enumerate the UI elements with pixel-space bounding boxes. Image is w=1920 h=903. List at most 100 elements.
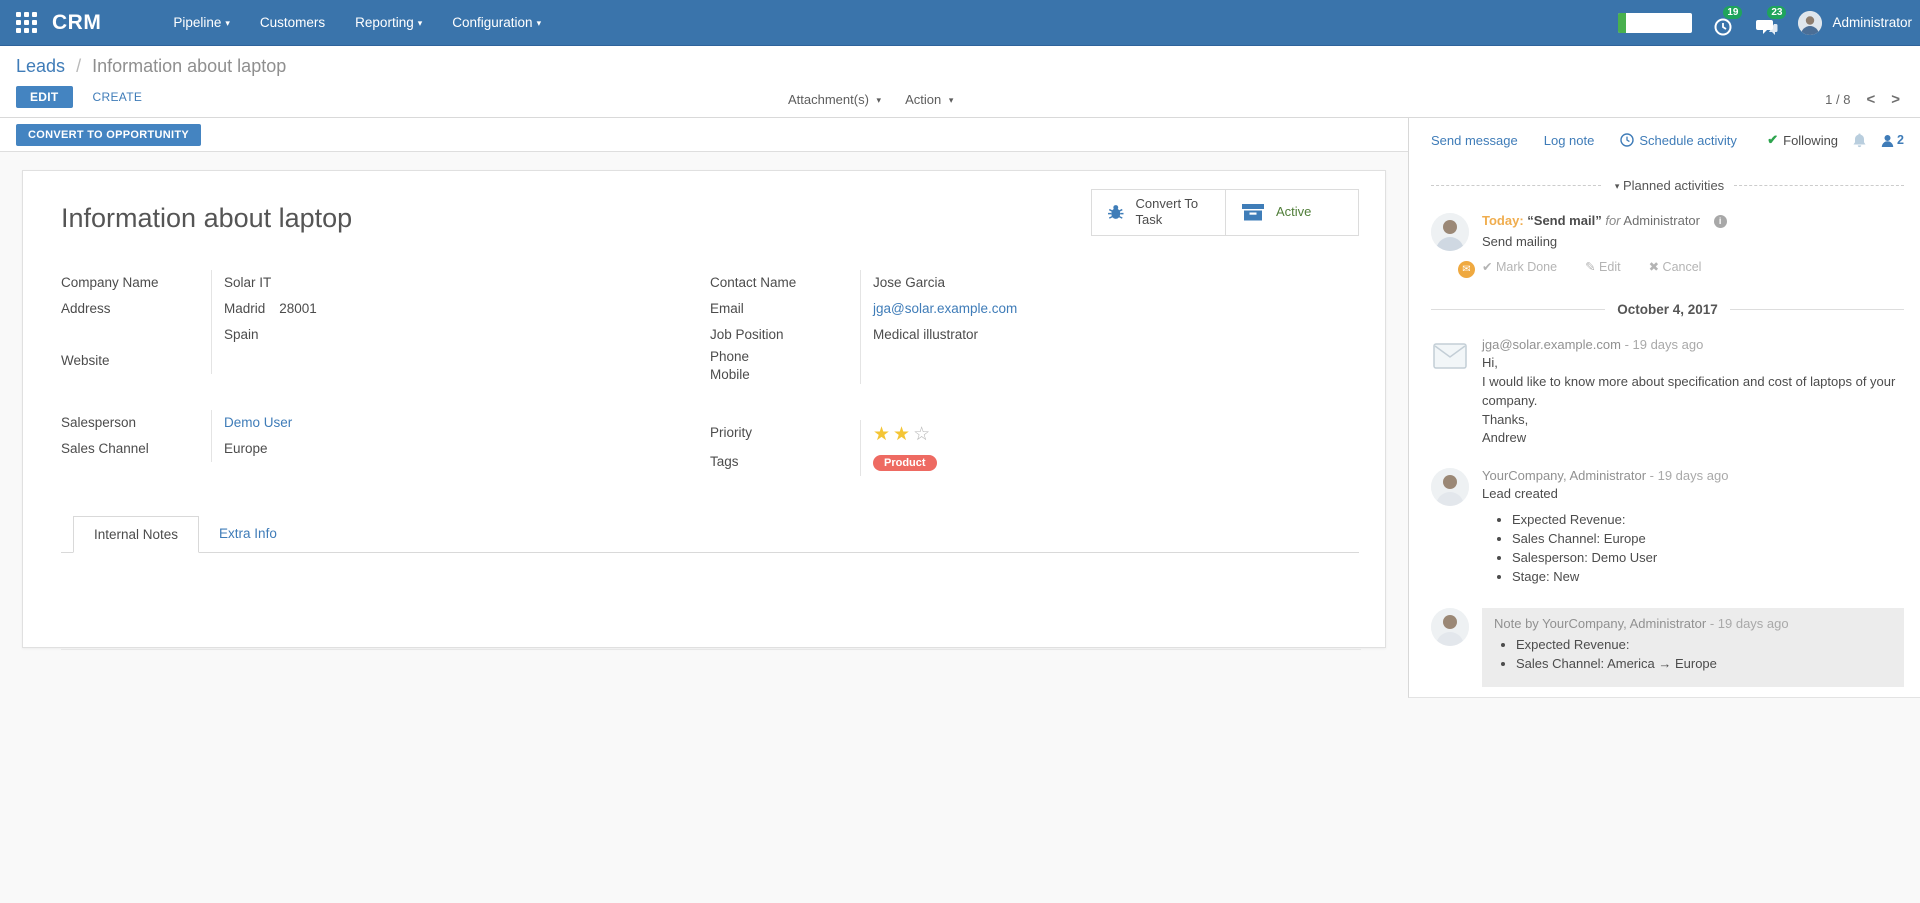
chevron-down-icon: ▾	[948, 95, 954, 105]
notebook-tabs: Internal Notes Extra Info	[61, 515, 1359, 553]
form-sheet: Information about laptop Convert To Task…	[22, 170, 1386, 650]
active-toggle-button[interactable]: Active	[1225, 190, 1358, 235]
chevron-down-icon: ▾	[536, 18, 542, 28]
user-avatar[interactable]	[1798, 10, 1823, 35]
activity-mail-badge-icon: ✉	[1456, 259, 1477, 280]
email-link[interactable]: jga@solar.example.com	[873, 300, 1018, 316]
avatar	[1431, 468, 1469, 507]
systray: 19 23 Administrator	[1618, 5, 1912, 36]
edit-activity-button[interactable]: ✎ Edit	[1585, 260, 1621, 274]
followers-button[interactable]: 2	[1881, 133, 1904, 147]
messages-chat-icon[interactable]: 23	[1754, 5, 1787, 36]
message-author[interactable]: jga@solar.example.com	[1482, 337, 1621, 352]
field-column-right: Contact Name Jose Garcia Email jga@solar…	[710, 269, 1359, 476]
message-author[interactable]: Note by YourCompany, Administrator	[1494, 616, 1707, 632]
tab-content	[61, 553, 1359, 649]
company-name-label: Company Name	[61, 274, 159, 290]
sales-channel-value: Europe	[211, 435, 650, 462]
message-subject: Lead created	[1482, 486, 1558, 502]
person-photo-icon	[1431, 468, 1469, 507]
envelope-avatar-icon	[1431, 337, 1469, 375]
activity-assignee: Administrator	[1623, 213, 1700, 228]
priority-stars: ★★☆	[860, 419, 1299, 449]
app-brand[interactable]: CRM	[52, 10, 102, 34]
create-button[interactable]: CREATE	[89, 86, 147, 108]
company-name-value: Solar IT	[211, 269, 650, 296]
action-dropdown[interactable]: Action ▾	[905, 92, 954, 107]
priority-star-1-icon[interactable]: ★	[873, 423, 894, 445]
follower-person-icon	[1881, 134, 1894, 147]
priority-star-3-icon[interactable]: ☆	[913, 423, 934, 445]
pager-next-icon[interactable]: >	[1891, 91, 1900, 108]
tags-label: Tags	[710, 453, 739, 469]
job-position-label: Job Position	[710, 326, 784, 342]
edit-button[interactable]: EDIT	[16, 86, 73, 108]
activity-due: Today:	[1482, 213, 1524, 228]
phone-value	[860, 347, 1299, 366]
salesperson-label: Salesperson	[61, 414, 137, 430]
info-icon[interactable]: i	[1713, 214, 1727, 228]
contact-name-label: Contact Name	[710, 274, 797, 290]
mobile-value	[860, 365, 1299, 384]
attachments-dropdown[interactable]: Attachment(s) ▾	[788, 92, 882, 107]
person-photo-icon	[1431, 608, 1469, 647]
activity-for: for	[1605, 213, 1621, 228]
chatter-toolbar: Send message Log note Schedule activity …	[1431, 132, 1904, 148]
send-message-button[interactable]: Send message	[1431, 132, 1518, 148]
pager-previous-icon[interactable]: <	[1866, 91, 1876, 108]
menu-reporting[interactable]: Reporting ▾	[355, 15, 423, 30]
activity-summary: “Send mail”	[1527, 213, 1602, 228]
breadcrumb-leads[interactable]: Leads	[16, 56, 66, 76]
menu-pipeline[interactable]: Pipeline ▾	[173, 15, 230, 30]
chevron-down-icon: ▾	[225, 18, 230, 28]
user-menu[interactable]: Administrator	[1832, 15, 1912, 30]
menu-configuration[interactable]: Configuration ▾	[452, 15, 542, 30]
chatter-panel: Send message Log note Schedule activity …	[1408, 118, 1920, 698]
contact-name-value: Jose Garcia	[860, 269, 1299, 296]
convert-to-task-button[interactable]: Convert To Task	[1092, 190, 1225, 235]
mobile-label: Mobile	[710, 366, 750, 382]
log-note-button[interactable]: Log note	[1543, 132, 1595, 148]
timer-widget[interactable]	[1618, 12, 1693, 33]
message-lead-created: YourCompany, Administrator - 19 days ago…	[1431, 468, 1904, 588]
job-position-value: Medical illustrator	[860, 321, 1299, 348]
message-email: jga@solar.example.com - 19 days ago Hi, …	[1431, 337, 1904, 448]
priority-star-2-icon[interactable]: ★	[893, 423, 914, 445]
chat-bubbles-icon	[1756, 19, 1778, 35]
salesperson-link[interactable]: Demo User	[224, 414, 293, 430]
breadcrumb-separator: /	[76, 56, 82, 76]
following-button[interactable]: ✔ Following	[1767, 132, 1839, 148]
date-divider: October 4, 2017	[1431, 302, 1904, 317]
tracking-values: Expected Revenue: Sales Channel: Europe …	[1512, 512, 1904, 584]
activity-detail: Send mailing	[1482, 234, 1558, 249]
bell-icon[interactable]	[1852, 132, 1867, 148]
chevron-down-icon: ▾	[417, 18, 423, 28]
planned-activities-toggle[interactable]: ▾ Planned activities	[1614, 178, 1725, 193]
tag-product[interactable]: Product	[873, 454, 937, 471]
field-area: Company Name Solar IT Address Madrid 2800…	[61, 269, 1359, 476]
apps-menu-icon[interactable]	[16, 11, 38, 34]
mark-done-button[interactable]: ✔ Mark Done	[1482, 260, 1558, 274]
tab-internal-notes[interactable]: Internal Notes	[73, 515, 200, 553]
content-area: CONVERT TO OPPORTUNITY Information about…	[0, 118, 1920, 903]
stat-button-box: Convert To Task Active	[1091, 189, 1359, 236]
cancel-activity-button[interactable]: ✖ Cancel	[1648, 260, 1702, 274]
website-value	[211, 347, 650, 374]
message-author[interactable]: YourCompany, Administrator	[1482, 468, 1647, 484]
schedule-activity-button[interactable]: Schedule activity	[1620, 133, 1737, 148]
control-panel: Leads / Information about laptop EDIT CR…	[0, 46, 1920, 118]
convert-to-opportunity-button[interactable]: CONVERT TO OPPORTUNITY	[16, 123, 202, 146]
activities-clock-icon[interactable]: 19	[1710, 5, 1743, 36]
activities-badge: 19	[1723, 5, 1743, 19]
check-icon: ✔	[1767, 132, 1779, 147]
message-note: Note by YourCompany, Administrator - 19 …	[1431, 608, 1904, 688]
address-label: Address	[61, 300, 111, 316]
menu-customers[interactable]: Customers	[259, 15, 326, 30]
breadcrumb-current: Information about laptop	[92, 56, 287, 76]
planned-activity-item: ✉ Today: “Send mail” for Administrator i…	[1431, 213, 1904, 280]
tab-extra-info[interactable]: Extra Info	[219, 525, 277, 541]
followers-count: 2	[1897, 133, 1904, 147]
priority-label: Priority	[710, 424, 753, 440]
timer-progress	[1618, 12, 1627, 33]
person-photo-icon	[1798, 10, 1823, 35]
